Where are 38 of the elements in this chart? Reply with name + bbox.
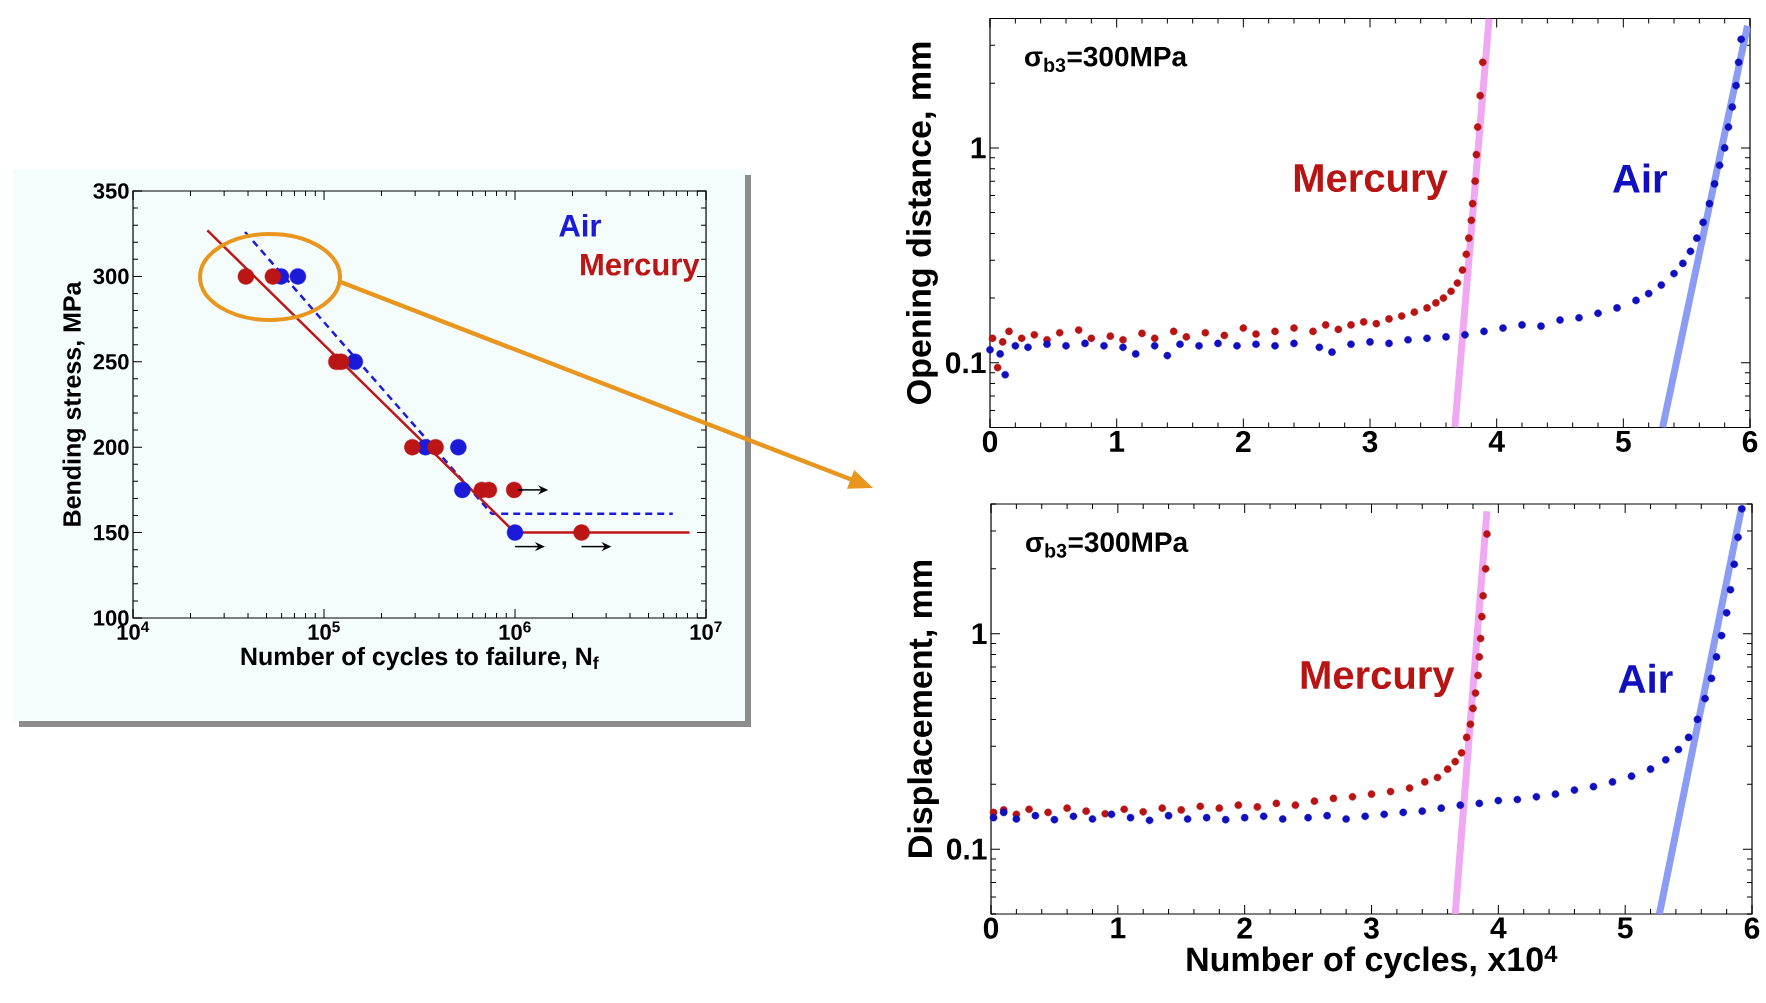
annotation: σ$_{b3}$=300MPa <box>1026 532 1189 558</box>
x-tick-label: 2 <box>1236 431 1251 452</box>
x-tick-label: 4 <box>1490 917 1507 939</box>
y-tick-label: 300 <box>93 268 129 285</box>
y-axis-title: Bending stress, MPa <box>62 281 86 526</box>
x-tick-label: 0 <box>983 917 999 939</box>
x-tick-label: 5 <box>1617 917 1633 939</box>
x-tick-label: 6 <box>1744 917 1760 939</box>
x-tick-label: 4 <box>1488 431 1505 452</box>
x-tick-label: 0 <box>982 431 998 453</box>
x-tick-label: 10$^{7}$ <box>690 621 722 640</box>
x-tick-label: 10$^{5}$ <box>308 621 340 640</box>
y-tick-label: 0.1 <box>946 838 987 860</box>
x-tick-label: 3 <box>1362 431 1378 453</box>
y-tick-label: 200 <box>93 439 129 455</box>
x-axis-title: Number of cycles, x10$^{4}$ <box>1187 945 1558 979</box>
x-tick-label: 1 <box>1111 917 1126 939</box>
x-tick-label: 6 <box>1742 431 1758 453</box>
y-tick-label: 350 <box>93 183 129 199</box>
text: Air <box>559 213 602 237</box>
y-axis-title: Displacement, mm <box>907 560 939 857</box>
y-tick-label: 150 <box>94 524 129 541</box>
x-axis-title: Number of cycles to failure, N$_{f}$ <box>241 646 599 671</box>
x-tick-label: 5 <box>1615 431 1631 452</box>
series-label: Air <box>1613 163 1667 193</box>
y-tick-label: 1 <box>971 137 986 159</box>
series-label: Air <box>1618 663 1673 693</box>
x-tick-label: 10$^{6}$ <box>499 621 531 641</box>
series-label: Mercury <box>1294 164 1448 200</box>
x-tick-label: 2 <box>1237 917 1252 939</box>
series-label: Mercury <box>1301 661 1455 697</box>
y-axis-title: Opening distance, mm <box>906 42 938 404</box>
annotation: σ$_{b3}$=300MPa <box>1025 46 1188 73</box>
x-tick-label: 1 <box>1110 431 1125 452</box>
x-tick-label: 3 <box>1363 917 1379 939</box>
text: Mercury <box>581 253 700 282</box>
y-tick-label: 250 <box>93 353 129 370</box>
y-tick-label: 0.1 <box>945 352 986 374</box>
